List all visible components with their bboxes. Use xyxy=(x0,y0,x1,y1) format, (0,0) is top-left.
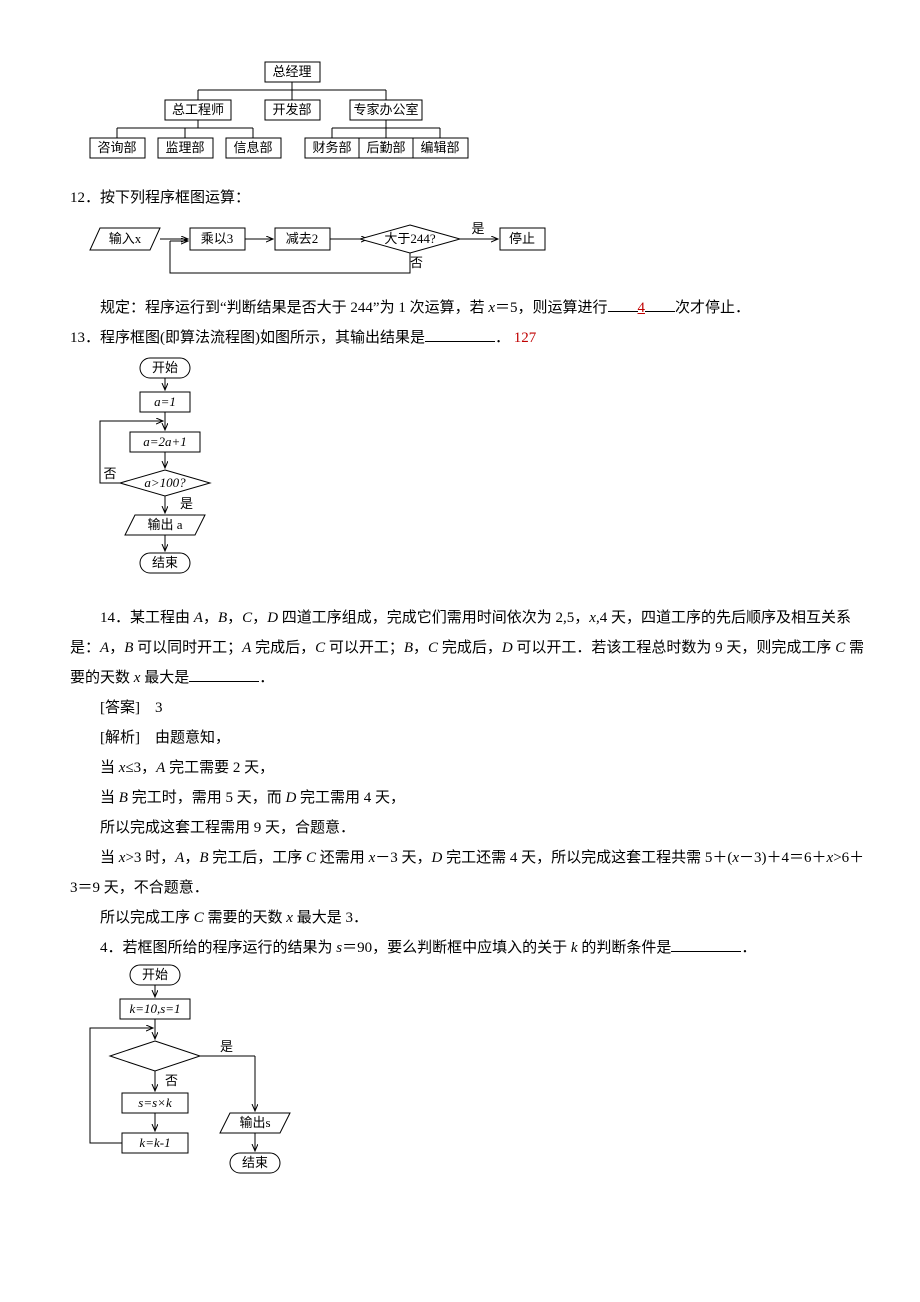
svg-text:开始: 开始 xyxy=(142,967,168,982)
svg-text:输出 a: 输出 a xyxy=(147,517,182,532)
q4: 4．若框图所给的程序运行的结果为 s＝90，要么判断框中应填入的关于 k 的判断… xyxy=(70,933,870,963)
svg-text:a=2a+1: a=2a+1 xyxy=(143,434,187,449)
svg-text:编辑部: 编辑部 xyxy=(420,140,459,155)
q13-flow: 开始 a=1 a=2a+1 a>100? 否 是 输出 a 结束 xyxy=(70,353,870,603)
svg-text:监理部: 监理部 xyxy=(165,140,204,155)
svg-text:财务部: 财务部 xyxy=(312,140,351,155)
svg-text:开始: 开始 xyxy=(152,360,178,375)
q13: 13．程序框图(即算法流程图)如图所示，其输出结果是． 127 xyxy=(70,323,870,353)
svg-text:a>100?: a>100? xyxy=(144,475,186,490)
svg-text:专家办公室: 专家办公室 xyxy=(353,102,418,117)
svg-text:信息部: 信息部 xyxy=(233,140,272,155)
q14-explain: [解析] 由题意知， xyxy=(70,723,870,753)
svg-text:是: 是 xyxy=(220,1039,233,1054)
svg-text:大于244?: 大于244? xyxy=(384,231,436,246)
q14-answer: [答案] 3 xyxy=(70,693,870,723)
svg-text:停止: 停止 xyxy=(509,231,535,246)
svg-text:结束: 结束 xyxy=(152,555,178,570)
svg-text:总经理: 总经理 xyxy=(272,64,311,79)
svg-text:减去2: 减去2 xyxy=(286,231,319,246)
svg-text:是: 是 xyxy=(180,496,193,511)
svg-text:输入x: 输入x xyxy=(109,231,142,246)
org-chart-svg: 总经理 总工程师 开发部 专家办公室 咨询部 监理部 信息部 财务部 后勤部 编… xyxy=(70,60,480,175)
svg-text:总工程师: 总工程师 xyxy=(172,102,224,117)
svg-text:是: 是 xyxy=(471,221,484,236)
svg-text:否: 否 xyxy=(410,255,423,270)
svg-text:开发部: 开发部 xyxy=(272,102,311,117)
q13-answer: 127 xyxy=(514,330,537,346)
svg-text:k=10,s=1: k=10,s=1 xyxy=(129,1001,180,1016)
svg-text:输出s: 输出s xyxy=(239,1115,270,1130)
q12-body: 规定：程序运行到“判断结果是否大于 244”为 1 次运算，若 x＝5，则运算进… xyxy=(70,293,870,323)
q12-num: 12． xyxy=(70,190,100,206)
svg-text:结束: 结束 xyxy=(242,1155,268,1170)
svg-text:a=1: a=1 xyxy=(154,394,176,409)
q12-answer: 4 xyxy=(638,300,646,316)
q12-flow: 输入x 乘以3 减去2 大于244? 是 停止 否 xyxy=(70,213,870,293)
svg-text:否: 否 xyxy=(103,466,116,481)
q12: 12．按下列程序框图运算： xyxy=(70,183,870,213)
q12-lead: 按下列程序框图运算： xyxy=(100,190,250,206)
q14-num: 14． xyxy=(100,610,130,626)
svg-text:s=s×k: s=s×k xyxy=(138,1095,172,1110)
svg-text:乘以3: 乘以3 xyxy=(201,231,234,246)
svg-text:咨询部: 咨询部 xyxy=(97,140,136,155)
org-chart: 总经理 总工程师 开发部 专家办公室 咨询部 监理部 信息部 财务部 后勤部 编… xyxy=(70,60,870,175)
q13-num: 13． xyxy=(70,330,100,346)
q4-flow: 开始 k=10,s=1 是 输出s 结束 否 s=s×k k=k-1 xyxy=(70,963,870,1208)
q14: 14．某工程由 A，B，C，D 四道工序组成，完成它们需用时间依次为 2,5，x… xyxy=(70,603,870,693)
svg-text:k=k-1: k=k-1 xyxy=(139,1135,170,1150)
svg-text:后勤部: 后勤部 xyxy=(366,140,405,155)
q4-num: 4． xyxy=(100,940,123,956)
svg-text:否: 否 xyxy=(165,1073,178,1088)
